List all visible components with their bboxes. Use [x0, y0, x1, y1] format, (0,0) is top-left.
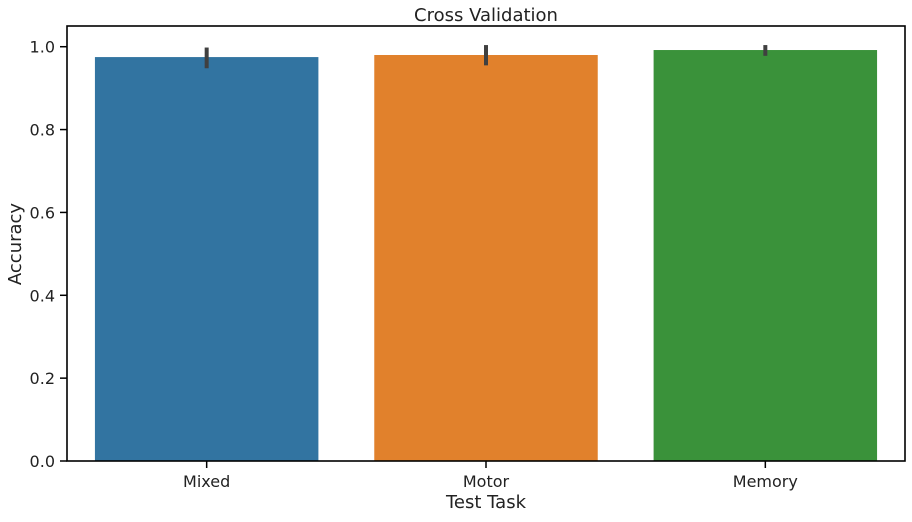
y-tick-label: 1.0 [30, 38, 55, 57]
bars-layer [94, 50, 878, 461]
x-tick-label-mixed: Mixed [183, 472, 230, 491]
y-tick-label: 0.0 [30, 452, 55, 471]
bar-motor [374, 55, 598, 461]
y-tick-label: 0.4 [30, 286, 55, 305]
x-tick-label-memory: Memory [733, 472, 798, 491]
y-axis-label: Accuracy [5, 203, 26, 286]
chart-title: Cross Validation [414, 5, 558, 26]
y-tick-label: 0.8 [30, 121, 55, 140]
x-axis: Mixed Motor Memory [183, 461, 798, 491]
error-bars-layer [204, 45, 768, 69]
y-tick-label: 0.2 [30, 369, 55, 388]
y-axis: 0.0 0.2 0.4 0.6 0.8 1.0 [30, 38, 67, 471]
bar-mixed [94, 57, 319, 461]
x-axis-label: Test Task [445, 492, 527, 513]
bar-memory [653, 50, 878, 461]
x-tick-label-motor: Motor [463, 472, 510, 491]
y-tick-label: 0.6 [30, 203, 55, 222]
